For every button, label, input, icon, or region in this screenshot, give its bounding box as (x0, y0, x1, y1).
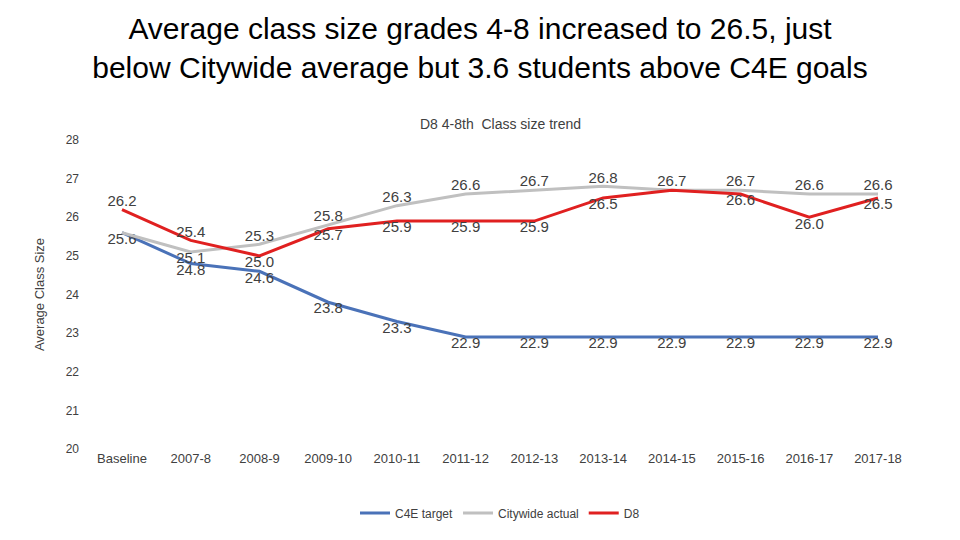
svg-text:24.8: 24.8 (176, 261, 205, 278)
svg-text:22.9: 22.9 (657, 334, 686, 351)
svg-text:2012-13: 2012-13 (511, 451, 559, 466)
svg-text:2013-14: 2013-14 (579, 451, 627, 466)
svg-text:2008-9: 2008-9 (239, 451, 279, 466)
svg-text:25.9: 25.9 (520, 218, 549, 235)
svg-text:C4E target: C4E target (395, 507, 453, 521)
svg-text:D8 4-8th Class size trend: D8 4-8th Class size trend (420, 116, 581, 132)
svg-text:25: 25 (66, 249, 80, 263)
svg-text:22.9: 22.9 (588, 334, 617, 351)
svg-text:20: 20 (66, 442, 80, 456)
svg-text:26.5: 26.5 (863, 195, 892, 212)
svg-text:26.6: 26.6 (451, 176, 480, 193)
svg-text:2014-15: 2014-15 (648, 451, 696, 466)
svg-text:26.5: 26.5 (588, 195, 617, 212)
svg-text:26.7: 26.7 (726, 172, 755, 189)
svg-text:Average Class Size: Average Class Size (32, 238, 47, 351)
svg-text:26.8: 26.8 (588, 169, 617, 186)
svg-text:Baseline: Baseline (97, 451, 147, 466)
svg-text:22.9: 22.9 (451, 334, 480, 351)
svg-text:26.6: 26.6 (863, 176, 892, 193)
svg-text:26.7: 26.7 (520, 172, 549, 189)
svg-text:26: 26 (66, 210, 80, 224)
svg-text:27: 27 (66, 172, 80, 186)
svg-text:D8: D8 (624, 507, 640, 521)
svg-text:26.6: 26.6 (726, 191, 755, 208)
svg-text:Citywide actual: Citywide actual (498, 507, 579, 521)
svg-text:23.8: 23.8 (314, 299, 343, 316)
svg-text:25.7: 25.7 (314, 226, 343, 243)
svg-text:25.1: 25.1 (176, 249, 205, 266)
svg-text:2010-11: 2010-11 (374, 451, 421, 466)
svg-text:26.2: 26.2 (107, 192, 136, 209)
svg-text:26.3: 26.3 (382, 188, 411, 205)
svg-text:25.8: 25.8 (314, 207, 343, 224)
svg-text:Average class size grades 4-8: Average class size grades 4-8 increased … (92, 12, 867, 84)
svg-text:2016-17: 2016-17 (785, 451, 833, 466)
svg-text:23.3: 23.3 (382, 319, 411, 336)
svg-text:25.9: 25.9 (451, 218, 480, 235)
svg-text:25.3: 25.3 (245, 227, 274, 244)
svg-text:26.7: 26.7 (657, 172, 686, 189)
svg-text:2009-10: 2009-10 (304, 451, 352, 466)
svg-text:25.6: 25.6 (107, 230, 136, 247)
svg-text:2007-8: 2007-8 (170, 451, 210, 466)
svg-text:22.9: 22.9 (726, 334, 755, 351)
svg-text:21: 21 (66, 404, 80, 418)
svg-text:24.6: 24.6 (245, 269, 274, 286)
svg-text:2015-16: 2015-16 (717, 451, 765, 466)
svg-text:26.0: 26.0 (795, 215, 824, 232)
svg-text:22.9: 22.9 (520, 334, 549, 351)
svg-text:2011-12: 2011-12 (442, 451, 489, 466)
svg-text:25.9: 25.9 (382, 218, 411, 235)
svg-text:28: 28 (66, 133, 80, 147)
svg-text:25.0: 25.0 (245, 253, 274, 270)
svg-text:23: 23 (66, 326, 80, 340)
svg-text:22.9: 22.9 (863, 334, 892, 351)
svg-text:25.4: 25.4 (176, 223, 205, 240)
svg-text:2017-18: 2017-18 (854, 451, 902, 466)
svg-text:26.6: 26.6 (795, 176, 824, 193)
svg-text:22.9: 22.9 (795, 334, 824, 351)
svg-text:22: 22 (66, 365, 80, 379)
svg-text:24: 24 (66, 288, 80, 302)
